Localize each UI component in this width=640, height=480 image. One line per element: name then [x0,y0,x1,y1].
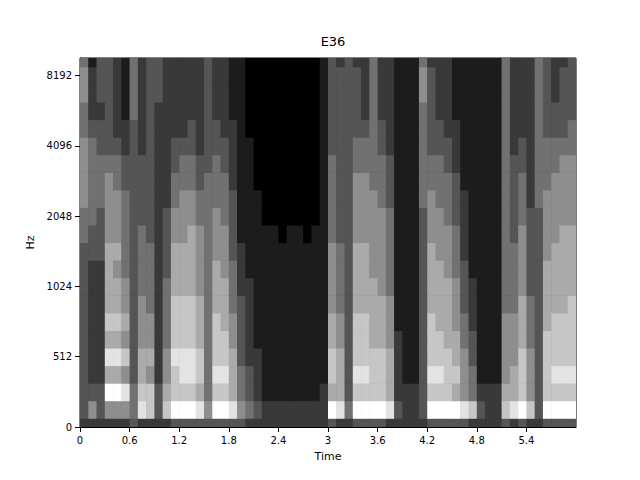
svg-text:2048: 2048 [47,211,72,222]
svg-text:E36: E36 [321,34,346,49]
svg-text:4.8: 4.8 [469,435,485,446]
svg-text:Time: Time [314,450,342,463]
svg-text:1024: 1024 [47,281,72,292]
svg-text:0: 0 [77,435,83,446]
svg-text:2.4: 2.4 [270,435,286,446]
svg-text:3.6: 3.6 [370,435,386,446]
svg-text:4.2: 4.2 [419,435,435,446]
svg-text:8192: 8192 [47,70,72,81]
svg-text:1.8: 1.8 [221,435,237,446]
svg-text:1.2: 1.2 [171,435,187,446]
svg-text:4096: 4096 [47,140,72,151]
svg-text:5.4: 5.4 [518,435,534,446]
svg-text:3: 3 [325,435,331,446]
svg-text:0: 0 [66,422,72,433]
svg-text:Hz: Hz [24,235,37,249]
svg-text:0.6: 0.6 [122,435,138,446]
svg-text:512: 512 [53,351,72,362]
